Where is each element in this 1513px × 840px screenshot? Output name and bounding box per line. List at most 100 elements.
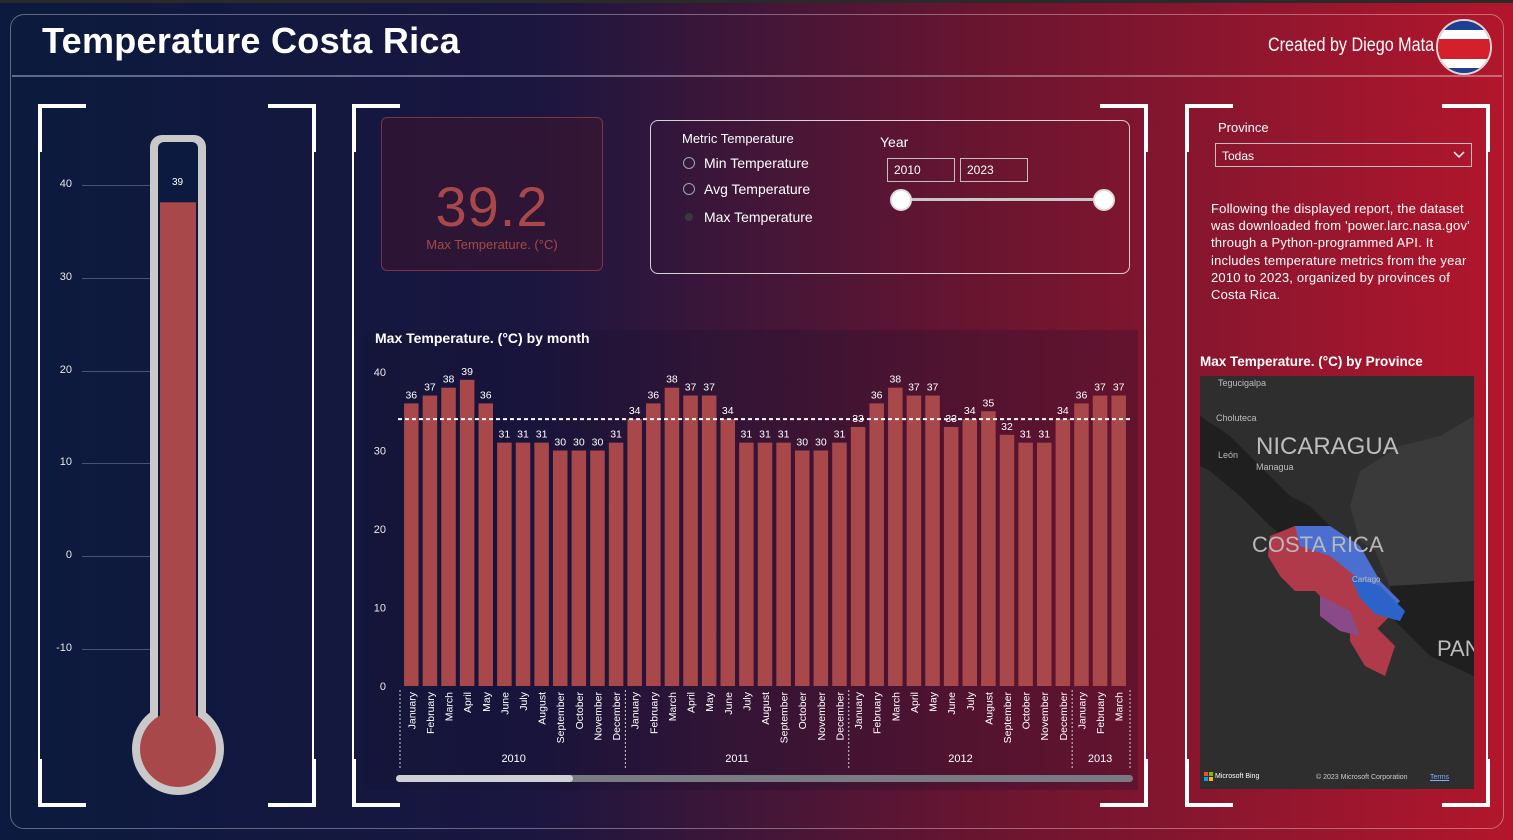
thermometer-gridline: [82, 463, 156, 465]
filter-slicer: [650, 120, 1130, 274]
year-slider-track[interactable]: [900, 198, 1104, 201]
x-tick-label: March: [444, 692, 456, 721]
thermometer: [132, 135, 224, 795]
data-label: 34: [1057, 405, 1069, 417]
x-tick-label: March: [667, 692, 679, 721]
dashboard-frame: [10, 14, 1504, 829]
x-tick-label: April: [909, 692, 921, 713]
y-tick-label: 0: [380, 681, 386, 693]
thermometer-gridline: [82, 649, 156, 650]
x-tick-label: September: [779, 692, 791, 744]
map-label-leon: León: [1218, 450, 1239, 460]
bar: [832, 442, 847, 686]
data-label: 31: [536, 429, 548, 441]
costa-rica-flag-icon: [1436, 19, 1492, 75]
map-label-cartago: Cartago: [1352, 575, 1381, 584]
bar: [888, 387, 903, 686]
y-tick-label: 40: [374, 367, 386, 379]
bar: [552, 450, 568, 686]
x-tick-label: October: [797, 692, 809, 730]
data-label: 31: [741, 429, 753, 441]
bar: [1111, 395, 1126, 686]
data-label: 30: [815, 437, 827, 449]
data-label: 34: [964, 405, 976, 417]
bar: [720, 419, 736, 686]
bar: [925, 395, 940, 686]
data-label: 31: [1038, 429, 1050, 441]
thermometer-gridline: [82, 277, 156, 279]
thermometer-value-label: 39: [172, 177, 184, 188]
x-tick-label: June: [723, 692, 735, 715]
radio-selected-icon: [685, 213, 693, 221]
x-tick-label: September: [555, 692, 567, 744]
header-divider: [12, 75, 1502, 77]
kpi-value: 39.2: [435, 175, 549, 238]
thermometer-fill: [160, 202, 196, 749]
credit-text: Created by Diego Mata: [1268, 35, 1435, 56]
x-tick-label: June: [946, 692, 958, 715]
x-tick-label: December: [834, 691, 846, 740]
bar: [1074, 403, 1089, 686]
data-label: 31: [778, 429, 790, 441]
x-tick-label: December: [1058, 691, 1070, 740]
bar: [1018, 442, 1033, 686]
x-tick-label: June: [499, 692, 511, 715]
bar: [515, 442, 531, 686]
bar: [981, 411, 996, 686]
bar: [683, 395, 698, 686]
thermometer-tick-label: 30: [59, 270, 72, 283]
province-dropdown[interactable]: Todas: [1215, 143, 1472, 167]
bar: [869, 403, 884, 686]
x-tick-label: January: [630, 691, 642, 729]
year-from-input[interactable]: 2010: [887, 158, 955, 182]
year-group-label: 2013: [1088, 753, 1112, 765]
x-tick-label: December: [611, 691, 623, 740]
x-tick-label: March: [1114, 692, 1126, 721]
bar: [757, 442, 773, 686]
x-tick-label: July: [965, 691, 977, 710]
x-tick-label: January: [1076, 691, 1088, 729]
x-tick-label: January: [853, 691, 865, 729]
data-label: 36: [647, 389, 659, 401]
data-label: 36: [405, 389, 417, 401]
bar: [478, 403, 494, 686]
year-group-label: 2011: [725, 753, 749, 765]
microsoft-logo-icon: [1204, 772, 1213, 781]
radio-max-temperature[interactable]: Max Temperature: [683, 209, 813, 225]
bar: [850, 426, 866, 686]
bar: [646, 403, 661, 686]
bar: [590, 450, 605, 686]
y-tick-label: 10: [374, 603, 386, 615]
data-label: 30: [554, 437, 566, 449]
chevron-down-icon[interactable]: [1452, 148, 1466, 162]
map-label-nicaragua: NICARAGUA: [1256, 433, 1399, 460]
bar: [664, 387, 680, 686]
thermometer-tick-label: -10: [56, 642, 72, 654]
x-tick-label: September: [1002, 692, 1014, 744]
x-tick-label: November: [592, 691, 604, 740]
map-label-costa-rica: COSTA RICA: [1252, 532, 1384, 557]
data-label: 32: [1001, 421, 1013, 433]
data-label: 37: [703, 382, 715, 394]
year-to-input[interactable]: 2023: [960, 158, 1028, 182]
bar: [571, 450, 587, 686]
center-panel: [352, 104, 1148, 108]
radio-avg-temperature[interactable]: Avg Temperature: [683, 181, 810, 197]
data-label: 30: [592, 437, 604, 449]
year-slider-end-handle[interactable]: [1093, 189, 1115, 211]
data-label: 36: [480, 389, 492, 401]
map-terms-link[interactable]: Terms: [1430, 774, 1450, 781]
kpi-card: 39.2 Max Temperature. (°C): [381, 117, 603, 271]
province-map[interactable]: Tegucigalpa Choluteca NICARAGUA León Man…: [1200, 376, 1474, 789]
chart-scroll-thumb[interactable]: [396, 775, 573, 782]
year-slider-start-handle[interactable]: [890, 189, 912, 211]
y-tick-label: 30: [374, 446, 386, 458]
data-label: 39: [461, 366, 473, 378]
data-label: 37: [927, 382, 939, 394]
map-title: Max Temperature. (°C) by Province: [1200, 354, 1423, 369]
bar: [794, 450, 810, 686]
chart-scrollbar[interactable]: [396, 775, 1133, 782]
radio-icon: [683, 183, 695, 195]
x-tick-label: May: [481, 691, 493, 712]
radio-min-temperature[interactable]: Min Temperature: [683, 155, 809, 171]
